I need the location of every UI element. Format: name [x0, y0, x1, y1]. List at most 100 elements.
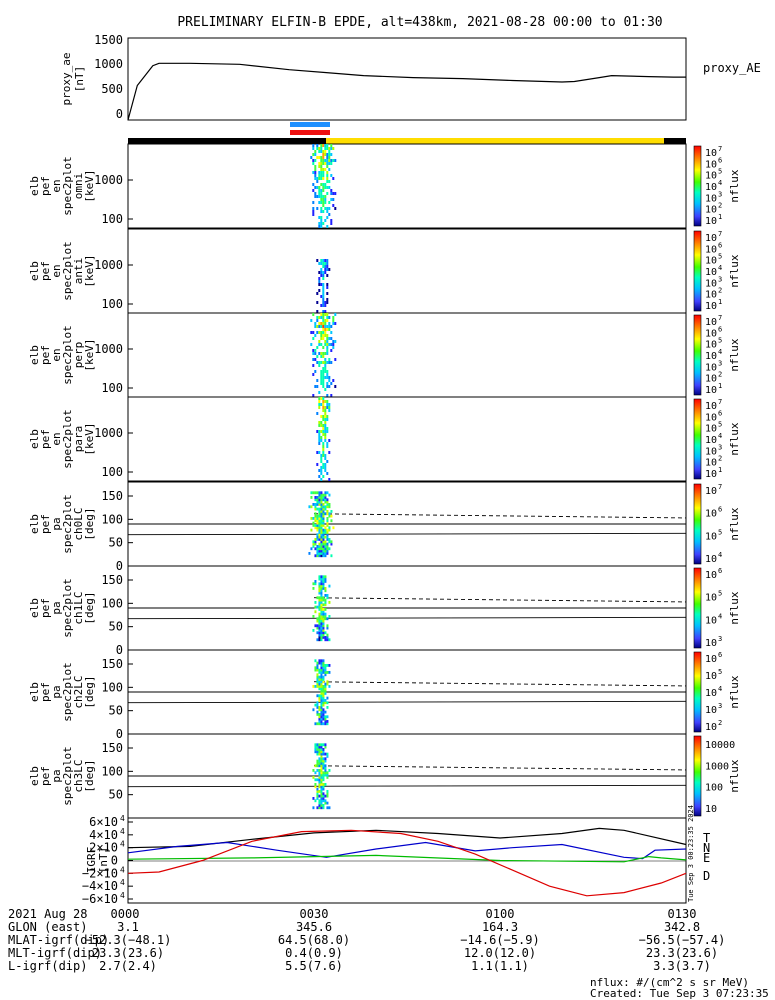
- ae-legend: proxy_AE: [703, 61, 761, 75]
- spec-cell: [324, 319, 327, 322]
- panel-ylabel: elb: [28, 682, 41, 702]
- spec-cell: [324, 325, 327, 328]
- colorbar-tick: 10: [705, 688, 717, 699]
- spec-cell: [322, 385, 325, 388]
- pa-cell: [326, 706, 329, 709]
- spectrogram-cells: [310, 313, 337, 397]
- pa-cell: [320, 673, 323, 677]
- pa-cell: [316, 794, 319, 798]
- pa-cell: [320, 790, 323, 793]
- pa-cell: [326, 545, 329, 548]
- spec-cell: [324, 409, 327, 412]
- spec-cell: [326, 265, 329, 268]
- pa-cell: [326, 682, 329, 686]
- spec-cell: [326, 373, 329, 376]
- ytick: 1000: [94, 173, 123, 187]
- xaxis-label: 0030: [300, 907, 329, 921]
- pa-cell: [322, 528, 325, 532]
- pa-cell: [320, 706, 323, 709]
- colorbar-tick-exp: 5: [718, 168, 722, 176]
- pa-cell: [326, 792, 329, 796]
- pa-cell: [326, 547, 329, 551]
- spec-cell: [312, 147, 315, 150]
- pa-cell: [320, 664, 323, 667]
- spec-cell: [332, 177, 335, 180]
- spec-cell: [326, 415, 329, 418]
- pa-cell: [312, 769, 315, 772]
- spec-cell: [322, 295, 325, 298]
- pa-cell: [324, 715, 327, 719]
- spec-cell: [320, 430, 323, 433]
- colorbar-tick-exp: 2: [718, 455, 722, 463]
- spec-cell: [324, 463, 327, 466]
- pa-cell: [322, 680, 325, 684]
- panel-ylabel: [keV]: [83, 422, 96, 455]
- panel-ylabel: pef: [39, 261, 52, 281]
- pa-cell: [316, 526, 319, 530]
- pa-cell: [318, 535, 321, 539]
- pa-cell: [314, 507, 317, 511]
- spec-cell: [326, 292, 329, 295]
- panel-ylabel: [deg]: [83, 591, 96, 624]
- pa-cell: [324, 720, 327, 723]
- colorbar-tick: 10: [705, 351, 717, 362]
- pa-cell: [318, 659, 321, 663]
- pa-cell: [318, 500, 321, 504]
- pa-cell: [322, 619, 325, 623]
- eph-value: 23.3(23.6): [646, 946, 718, 960]
- panel-ylabel: ch3LC: [72, 759, 85, 792]
- pa-cell: [312, 524, 315, 527]
- panel-ylabel: omni: [72, 173, 85, 200]
- pa-cell: [320, 631, 323, 635]
- bar-black-right: [664, 138, 686, 144]
- pa-cell: [322, 792, 325, 796]
- spec-cell: [322, 168, 325, 171]
- spec-cell: [324, 259, 327, 262]
- panel-ylabel: elb: [28, 598, 41, 618]
- spec-cell: [330, 174, 333, 177]
- pa-cell: [324, 505, 327, 509]
- spec-cell: [324, 388, 327, 391]
- spec-cell: [322, 265, 325, 268]
- pa-cell: [320, 517, 323, 520]
- colorbar-tick-exp: 3: [718, 190, 722, 198]
- spec-cell: [312, 373, 315, 376]
- spec-cell: [324, 334, 327, 337]
- pa-cell: [320, 794, 323, 798]
- pa-cell: [318, 498, 321, 502]
- pa-cell: [318, 528, 321, 532]
- pa-cell: [310, 496, 313, 499]
- pa-cell: [322, 764, 325, 768]
- ytick: 50: [109, 620, 123, 634]
- spec-cell: [322, 433, 325, 436]
- pa-cell: [324, 601, 327, 604]
- spec-cell: [322, 466, 325, 469]
- spec-cell: [320, 337, 323, 340]
- pa-cell: [312, 542, 315, 546]
- pa-cell: [318, 542, 321, 546]
- pa-cell: [326, 696, 329, 700]
- pa-cell: [320, 689, 323, 693]
- spec-cell: [334, 313, 337, 316]
- spec-cell: [328, 153, 331, 156]
- spec-cell: [318, 189, 321, 192]
- pa-cell: [318, 575, 321, 579]
- pa-cell: [322, 799, 325, 803]
- pa-cell: [326, 503, 329, 506]
- spec-cell: [320, 144, 323, 147]
- ae-ylabel-1: proxy_ae: [60, 53, 73, 106]
- pa-cell: [320, 491, 323, 495]
- spec-cell: [320, 171, 323, 174]
- pa-cell: [330, 510, 333, 513]
- spec-cell: [322, 277, 325, 280]
- pa-cell: [320, 694, 323, 698]
- pa-cell: [324, 664, 327, 667]
- pa-cell: [318, 778, 321, 782]
- pa-cell: [318, 617, 321, 621]
- spec-cell: [320, 379, 323, 382]
- region-bars: [128, 122, 686, 144]
- pa-cell: [316, 533, 319, 537]
- spec-cell: [326, 472, 329, 475]
- spec-cell: [330, 153, 333, 156]
- pa-cell: [316, 778, 319, 782]
